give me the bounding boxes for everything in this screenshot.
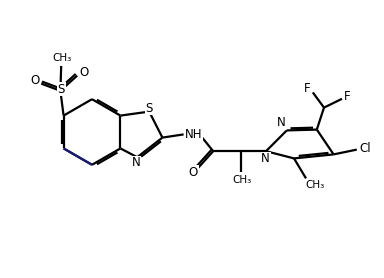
Text: N: N (277, 116, 286, 129)
Text: F: F (344, 90, 351, 103)
Text: Cl: Cl (359, 142, 371, 155)
Text: N: N (132, 156, 141, 169)
Text: S: S (146, 101, 153, 115)
Text: CH₃: CH₃ (305, 180, 324, 190)
Text: N: N (261, 152, 270, 165)
Text: O: O (79, 66, 88, 79)
Text: NH: NH (185, 128, 203, 141)
Text: CH₃: CH₃ (232, 175, 252, 185)
Text: S: S (58, 83, 65, 96)
Text: O: O (30, 74, 40, 87)
Text: O: O (189, 165, 198, 178)
Text: F: F (304, 82, 311, 95)
Text: CH₃: CH₃ (52, 53, 72, 63)
